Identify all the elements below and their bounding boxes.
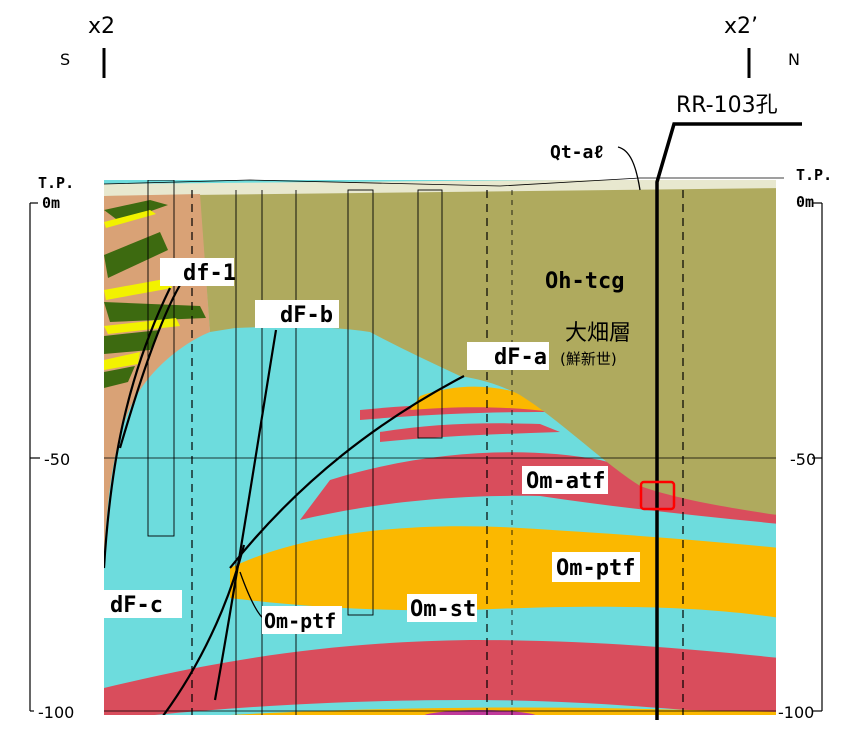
tp-label-right: T.P.	[796, 166, 832, 184]
sliver-green-3	[104, 302, 206, 322]
sliver-green-4	[104, 330, 160, 354]
band-om-atf-lower	[104, 640, 776, 715]
tick-minus50-right: -50	[790, 450, 816, 469]
scale-bar-right	[812, 202, 823, 712]
sliver-yellow-1	[104, 210, 156, 228]
tick-minus100-right: -100	[778, 703, 814, 722]
label-qt-al: Qt-aℓ	[550, 142, 604, 163]
tick-minus100-left: -100	[38, 703, 74, 722]
label-oh-tcg: Oh-tcg	[545, 269, 624, 294]
label-df-c: dF-c	[110, 593, 163, 618]
label-om-atf: Om-atf	[526, 469, 605, 494]
tick-minus50-left: -50	[44, 450, 70, 469]
strata-group	[104, 180, 776, 715]
label-om-st: Om-st	[410, 597, 476, 622]
scale-bar-left	[29, 202, 40, 712]
highlight-box	[639, 480, 676, 511]
label-bg-om-ptf-right	[552, 552, 640, 582]
sliver-yellow-2	[104, 278, 172, 300]
label-bg-df-1	[160, 258, 234, 286]
label-bg-df-a	[467, 342, 549, 370]
sliver-yellow-3	[104, 318, 180, 334]
label-df-b: dF-b	[280, 303, 333, 328]
direction-s: S	[60, 50, 70, 69]
band-om-ptf-main	[230, 526, 776, 618]
label-bg-om-st	[407, 594, 477, 622]
lens-magenta	[424, 710, 536, 715]
borehole-label: RR-103孔	[676, 93, 778, 118]
unit-qt-al	[104, 180, 776, 196]
band-om-atf-thin-1	[380, 423, 560, 442]
label-bg-om-atf	[522, 466, 608, 494]
tp-label-left: T.P.	[38, 174, 74, 192]
point-x2-prime: x2’	[724, 14, 758, 39]
label-bg-df-b	[255, 300, 339, 328]
leader-qt-al	[617, 146, 641, 191]
point-x2: x2	[88, 14, 115, 39]
tick-0m-left: 0m	[42, 194, 60, 212]
borehole-rr103-track	[655, 122, 802, 720]
sliver-green-1	[104, 200, 168, 222]
unit-oh-tcg	[104, 186, 776, 515]
direction-n: N	[788, 50, 800, 69]
sliver-green-2	[104, 232, 168, 278]
fault-lines	[104, 284, 465, 715]
sliver-green-5	[104, 366, 135, 388]
label-formation-age: (鮮新世)	[560, 350, 617, 368]
label-formation-name: 大畑層	[565, 321, 631, 346]
label-df-1: df-1	[183, 261, 236, 286]
tick-0m-right: 0m	[796, 193, 814, 211]
label-bg-om-ptf-left	[262, 606, 342, 634]
ground-surface	[103, 177, 784, 187]
label-bg-df-c	[104, 590, 182, 618]
label-df-a: dF-a	[494, 345, 547, 370]
sliver-yellow-4	[104, 352, 140, 370]
label-om-ptf-left: Om-ptf	[264, 609, 336, 633]
label-om-ptf-right: Om-ptf	[556, 556, 635, 581]
